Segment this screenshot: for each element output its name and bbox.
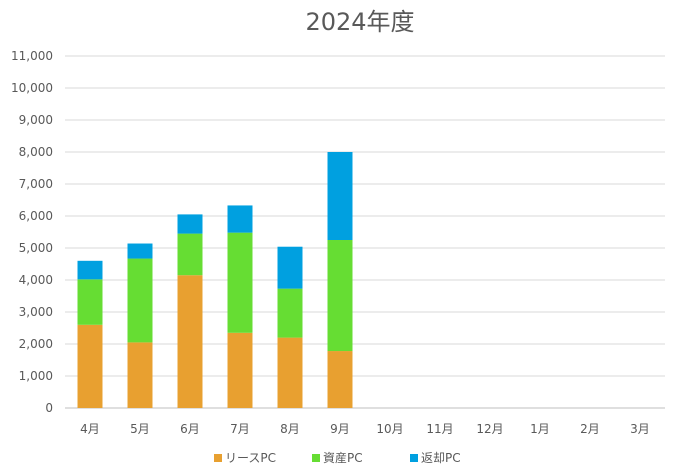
y-tick-label: 1,000 bbox=[19, 369, 53, 383]
y-tick-label: 8,000 bbox=[19, 145, 53, 159]
x-tick-label: 5月 bbox=[130, 422, 150, 436]
legend-label: 返却PC bbox=[421, 451, 461, 465]
x-tick-label: 1月 bbox=[530, 422, 550, 436]
bar-segment bbox=[127, 243, 153, 259]
bar-segment bbox=[327, 152, 353, 240]
x-tick-label: 2月 bbox=[580, 422, 600, 436]
legend-swatch bbox=[312, 454, 320, 462]
bar-segment bbox=[277, 246, 303, 289]
bar-segment bbox=[77, 260, 103, 280]
legend: リースPC 資産PC 返却PC bbox=[214, 450, 461, 465]
bar-segment bbox=[227, 232, 253, 333]
bar-segment bbox=[127, 342, 153, 408]
bar-segment bbox=[177, 233, 203, 276]
x-tick-label: 3月 bbox=[630, 422, 650, 436]
legend-swatch bbox=[410, 454, 418, 462]
y-axis-ticks: 0 1,000 2,000 3,000 4,000 5,000 6,000 7,000 8,00… bbox=[11, 49, 53, 415]
y-tick-label: 9,000 bbox=[19, 113, 53, 127]
legend-label: リースPC bbox=[225, 451, 276, 465]
bar-segment bbox=[227, 332, 253, 408]
bar-segment bbox=[227, 205, 253, 233]
y-tick-label: 4,000 bbox=[19, 273, 53, 287]
chart-title: 2024年度 bbox=[305, 8, 414, 36]
bars bbox=[77, 152, 353, 408]
legend-swatch bbox=[214, 454, 222, 462]
y-tick-label: 3,000 bbox=[19, 305, 53, 319]
bar-segment bbox=[327, 240, 353, 352]
x-tick-label: 7月 bbox=[230, 422, 250, 436]
bar-segment bbox=[277, 288, 303, 338]
y-tick-label: 2,000 bbox=[19, 337, 53, 351]
y-tick-label: 6,000 bbox=[19, 209, 53, 223]
x-tick-label: 4月 bbox=[80, 422, 100, 436]
bar-segment bbox=[77, 279, 103, 325]
bar-segment bbox=[127, 258, 153, 343]
x-tick-label: 9月 bbox=[330, 422, 350, 436]
y-tick-label: 5,000 bbox=[19, 241, 53, 255]
bar-segment bbox=[77, 324, 103, 408]
x-tick-label: 11月 bbox=[426, 422, 453, 436]
bar-segment bbox=[277, 337, 303, 408]
x-axis-ticks: 4月 5月 6月 7月 8月 9月 10月 11月 12月 1月 2月 3月 bbox=[80, 422, 650, 436]
x-tick-label: 6月 bbox=[180, 422, 200, 436]
bar-segment bbox=[177, 275, 203, 408]
y-tick-label: 10,000 bbox=[11, 81, 53, 95]
y-tick-label: 0 bbox=[45, 401, 53, 415]
bar-segment bbox=[177, 214, 203, 234]
legend-label: 資産PC bbox=[323, 450, 363, 465]
y-tick-label: 11,000 bbox=[11, 49, 53, 63]
gridlines bbox=[65, 55, 665, 409]
x-tick-label: 10月 bbox=[376, 422, 403, 436]
bar-segment bbox=[327, 351, 353, 408]
x-tick-label: 12月 bbox=[476, 422, 503, 436]
y-tick-label: 7,000 bbox=[19, 177, 53, 191]
x-tick-label: 8月 bbox=[280, 422, 300, 436]
